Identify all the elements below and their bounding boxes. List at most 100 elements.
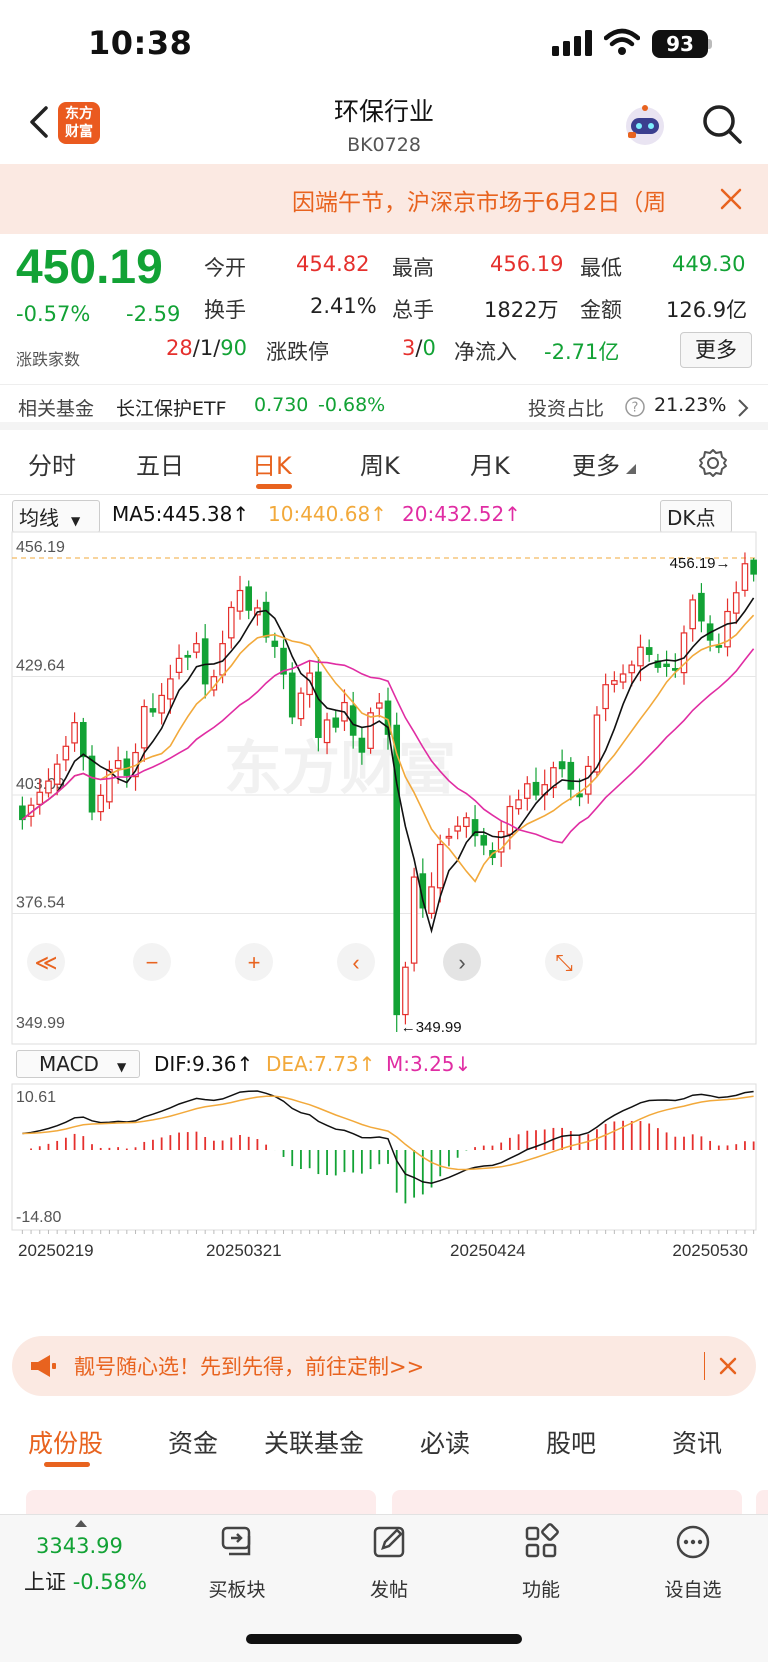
price-axis-label: 403.09 — [16, 776, 65, 793]
caret-up-icon[interactable] — [74, 1518, 88, 1528]
macd-chart[interactable]: 10.61 -14.80 20250219 20250321 20250424 20250… — [0, 1080, 768, 1320]
tab-news[interactable]: 资讯 — [672, 1429, 723, 1458]
low-marker-label: ←349.99 — [401, 1019, 462, 1036]
nav-functions[interactable]: 功能 — [486, 1520, 596, 1602]
candle-up — [602, 684, 609, 710]
candle-up — [62, 745, 70, 761]
candle-up — [637, 646, 644, 667]
candle-down — [79, 721, 87, 758]
tab-more[interactable]: 更多 — [572, 452, 620, 480]
tab-intraday[interactable]: 分时 — [28, 452, 76, 480]
tab-constituents[interactable]: 成份股 — [28, 1429, 104, 1458]
candle-up — [158, 694, 165, 714]
candle-up — [36, 791, 44, 805]
breadth-values: 28/1/90 — [166, 336, 247, 360]
tab-forum[interactable]: 股吧 — [546, 1429, 597, 1458]
candle-up — [402, 966, 409, 1016]
close-icon[interactable] — [718, 186, 744, 212]
macd-select[interactable]: MACD ▼ — [16, 1050, 140, 1078]
candle-up — [689, 599, 697, 630]
candle-up — [297, 692, 305, 720]
control-glyph: ‹ — [352, 950, 359, 975]
limit-down: 0 — [422, 336, 436, 360]
nav-add-watchlist[interactable]: 设自选 — [638, 1520, 748, 1602]
candle-down — [288, 672, 296, 718]
current-price: 450.19 — [16, 241, 163, 294]
control-glyph: › — [458, 950, 465, 975]
candle-up — [680, 632, 688, 674]
nav-label: 买板块 — [208, 1579, 266, 1601]
ma5-value: MA5:445.38↑ — [112, 502, 250, 526]
tab-weekly-k[interactable]: 周K — [360, 452, 400, 480]
candle-up — [97, 794, 105, 813]
settings-gear-icon[interactable] — [698, 448, 728, 478]
chevron-right-icon[interactable] — [736, 398, 750, 418]
candle-down — [19, 805, 26, 821]
open-label: 今开 — [204, 256, 246, 280]
search-icon[interactable] — [700, 102, 744, 146]
close-icon[interactable] — [718, 1356, 738, 1376]
help-icon[interactable]: ? — [624, 396, 646, 418]
dk-point-button[interactable]: DK点 — [660, 500, 732, 533]
zoom-out-icon[interactable] — [133, 943, 171, 981]
candle-up — [463, 817, 470, 828]
tab-five-day[interactable]: 五日 — [136, 452, 184, 480]
candle-up — [175, 657, 183, 673]
nav-buy-sector[interactable]: 买板块 — [182, 1520, 292, 1602]
tab-monthly-k[interactable]: 月K — [470, 452, 510, 480]
related-fund-row[interactable] — [0, 384, 768, 430]
more-button[interactable]: 更多 — [680, 332, 752, 368]
price-axis-label: 429.64 — [16, 658, 65, 675]
zoom-in-icon[interactable] — [235, 943, 273, 981]
index-ticker[interactable]: 上证 -0.58% — [24, 1566, 147, 1596]
dropdown-corner-icon — [626, 464, 636, 474]
tab-must-read[interactable]: 必读 — [420, 1429, 471, 1458]
candle-down — [88, 755, 96, 813]
megaphone-icon — [31, 1355, 56, 1377]
change-pct: -0.57% — [16, 302, 91, 326]
macd-select-label: MACD — [39, 1052, 99, 1076]
dif-value: DIF:9.36↑ — [154, 1052, 254, 1076]
tab-related-funds[interactable]: 关联基金 — [264, 1429, 365, 1458]
candlestick-chart[interactable]: 456.19 429.64 403.09 376.54 349.99 东方财富 456.19… — [0, 528, 768, 1048]
open-value: 454.82 — [296, 252, 370, 276]
nav-post[interactable]: 发帖 — [334, 1520, 444, 1602]
dk-label: DK点 — [667, 506, 716, 530]
candle-down — [271, 640, 279, 647]
tab-daily-k[interactable]: 日K — [252, 452, 292, 480]
candle-up — [367, 712, 374, 749]
candle-up — [611, 680, 618, 685]
control-glyph: − — [146, 950, 159, 975]
dif-line — [22, 1090, 754, 1184]
m-value: M:3.25↓ — [386, 1052, 472, 1076]
candle-up — [619, 673, 627, 683]
assistant-robot-icon[interactable] — [622, 102, 668, 148]
index-value[interactable]: 3343.99 — [36, 1534, 123, 1558]
limit-label: 涨跌停 — [266, 340, 329, 364]
constituent-card[interactable] — [26, 1490, 376, 1514]
ma10-value: 10:440.68↑ — [268, 502, 387, 526]
constituent-card[interactable] — [392, 1490, 742, 1514]
candle-up — [593, 714, 601, 773]
turnover-value: 2.41% — [310, 294, 377, 318]
candle-up — [506, 805, 514, 835]
step-right-icon[interactable] — [443, 943, 481, 981]
ma-select[interactable]: 均线 ▼ — [12, 500, 100, 533]
candle-down — [245, 586, 253, 611]
step-left-icon[interactable] — [337, 943, 375, 981]
tab-capital[interactable]: 资金 — [168, 1429, 219, 1458]
nav-label: 功能 — [521, 1579, 560, 1601]
amount-value: 126.9亿 — [666, 298, 748, 322]
high-value: 456.19 — [490, 252, 564, 276]
constituent-card[interactable] — [756, 1490, 768, 1514]
promo-banner[interactable] — [12, 1336, 756, 1396]
back-icon[interactable] — [24, 102, 60, 142]
candle-down — [645, 647, 653, 655]
logo-line2: 财富 — [65, 124, 93, 140]
fullscreen-icon[interactable] — [545, 943, 583, 981]
scroll-left-icon[interactable] — [27, 943, 65, 981]
candle-up — [628, 664, 636, 674]
candle-down — [332, 717, 340, 728]
holiday-notice-bar[interactable] — [0, 164, 768, 234]
candle-down — [480, 835, 488, 846]
